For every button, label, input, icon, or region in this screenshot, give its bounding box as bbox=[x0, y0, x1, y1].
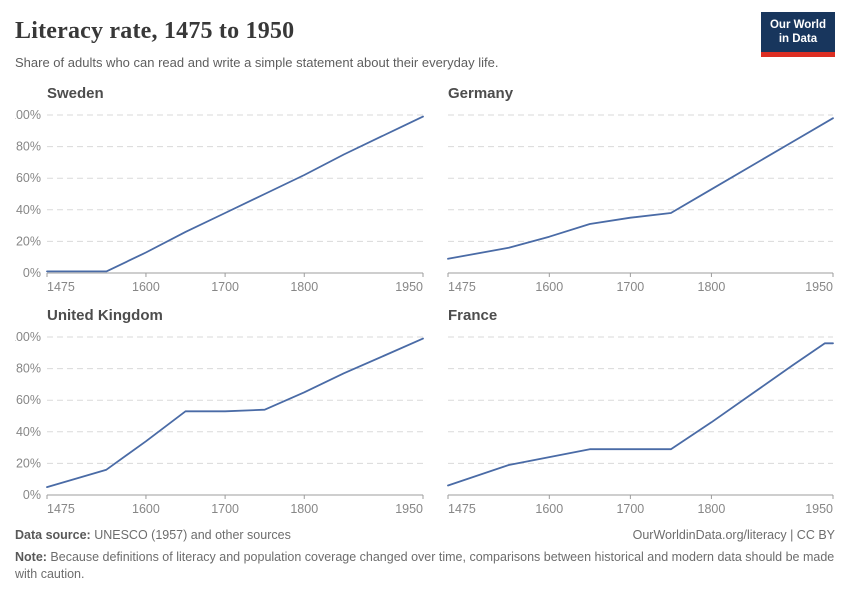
x-tick-label: 1600 bbox=[535, 280, 563, 294]
x-tick-label: 1700 bbox=[616, 502, 644, 516]
x-tick-label: 1475 bbox=[47, 280, 75, 294]
y-tick-label: 80% bbox=[16, 139, 41, 153]
panel-france: France 1475 1600 1700 1800 1950 bbox=[445, 306, 835, 518]
x-tick-label: 1475 bbox=[448, 280, 476, 294]
y-tick-label: 20% bbox=[16, 234, 41, 248]
x-tick-label: 1800 bbox=[698, 280, 726, 294]
y-tick-label: 100% bbox=[15, 108, 41, 122]
logo-line-2: in Data bbox=[778, 33, 818, 46]
x-tick-label: 1700 bbox=[211, 280, 239, 294]
literacy-line-series bbox=[447, 341, 834, 486]
panel-title: United Kingdom bbox=[47, 307, 163, 324]
y-tick-label: 0% bbox=[23, 266, 41, 280]
panel-sweden: Sweden 0% 20% 40% 60% 80% 100% 1475 1600 1700 1800… bbox=[15, 84, 425, 296]
y-tick-label: 0% bbox=[23, 488, 41, 502]
page-subtitle: Share of adults who can read and write a… bbox=[15, 54, 499, 70]
x-tick-label: 1950 bbox=[395, 280, 423, 294]
x-tick-label: 1800 bbox=[698, 502, 726, 516]
x-tick-label: 1600 bbox=[132, 280, 160, 294]
chart-canvas-france: France 1475 1600 1700 1800 1950 bbox=[447, 307, 834, 516]
y-tick-label: 60% bbox=[16, 393, 41, 407]
chart-header: Literacy rate, 1475 to 1950 Share of adu… bbox=[0, 0, 850, 70]
x-tick-label: 1950 bbox=[805, 280, 833, 294]
panel-title: Sweden bbox=[47, 85, 104, 102]
data-source-text: UNESCO (1957) and other sources bbox=[90, 527, 291, 542]
y-tick-label: 40% bbox=[16, 424, 41, 438]
literacy-line-series bbox=[46, 115, 424, 272]
x-tick-label: 1600 bbox=[132, 502, 160, 516]
chart-canvas-germany: Germany 1475 1600 1700 1800 1950 bbox=[447, 85, 834, 294]
chart-footer: Data source: UNESCO (1957) and other sou… bbox=[0, 518, 850, 584]
x-tick-label: 1800 bbox=[290, 280, 318, 294]
page-title: Literacy rate, 1475 to 1950 bbox=[15, 18, 295, 44]
x-tick-label: 1600 bbox=[535, 502, 563, 516]
x-tick-label: 1700 bbox=[616, 280, 644, 294]
y-tick-label: 40% bbox=[16, 202, 41, 216]
panel-title: Germany bbox=[448, 85, 514, 102]
footnote-label: Note: bbox=[15, 549, 47, 564]
literacy-line-series bbox=[447, 116, 834, 260]
y-tick-label: 20% bbox=[16, 456, 41, 470]
citation-link[interactable]: OurWorldinData.org/literacy | CC BY bbox=[632, 527, 835, 542]
x-tick-label: 1800 bbox=[290, 502, 318, 516]
x-tick-label: 1475 bbox=[448, 502, 476, 516]
y-tick-label: 80% bbox=[16, 361, 41, 375]
data-source: Data source: UNESCO (1957) and other sou… bbox=[15, 528, 291, 542]
y-tick-label: 100% bbox=[15, 330, 41, 344]
panel-united-kingdom: United Kingdom 0% 20% 40% 60% 80% 100% 1475 1600… bbox=[15, 306, 425, 518]
chart-canvas-united-kingdom: United Kingdom 0% 20% 40% 60% 80% 100% 1475 1600… bbox=[15, 307, 424, 516]
chart-canvas-sweden: Sweden 0% 20% 40% 60% 80% 100% 1475 1600 1700 1800… bbox=[15, 85, 424, 294]
footnote: Note: Because definitions of literacy an… bbox=[15, 549, 835, 584]
small-multiples-grid: Sweden 0% 20% 40% 60% 80% 100% 1475 1600 1700 1800… bbox=[0, 84, 850, 518]
y-tick-label: 60% bbox=[16, 171, 41, 185]
panel-title: France bbox=[448, 307, 497, 324]
x-tick-label: 1475 bbox=[47, 502, 75, 516]
x-tick-label: 1700 bbox=[211, 502, 239, 516]
literacy-line-series bbox=[46, 337, 424, 488]
owid-logo[interactable]: Our World in Data bbox=[760, 12, 835, 57]
x-tick-label: 1950 bbox=[805, 502, 833, 516]
footnote-text: Because definitions of literacy and popu… bbox=[15, 549, 835, 582]
x-tick-label: 1950 bbox=[395, 502, 423, 516]
data-source-label: Data source: bbox=[15, 527, 91, 542]
panel-germany: Germany 1475 1600 1700 1800 1950 bbox=[445, 84, 835, 296]
logo-line-1: Our World bbox=[769, 19, 826, 31]
